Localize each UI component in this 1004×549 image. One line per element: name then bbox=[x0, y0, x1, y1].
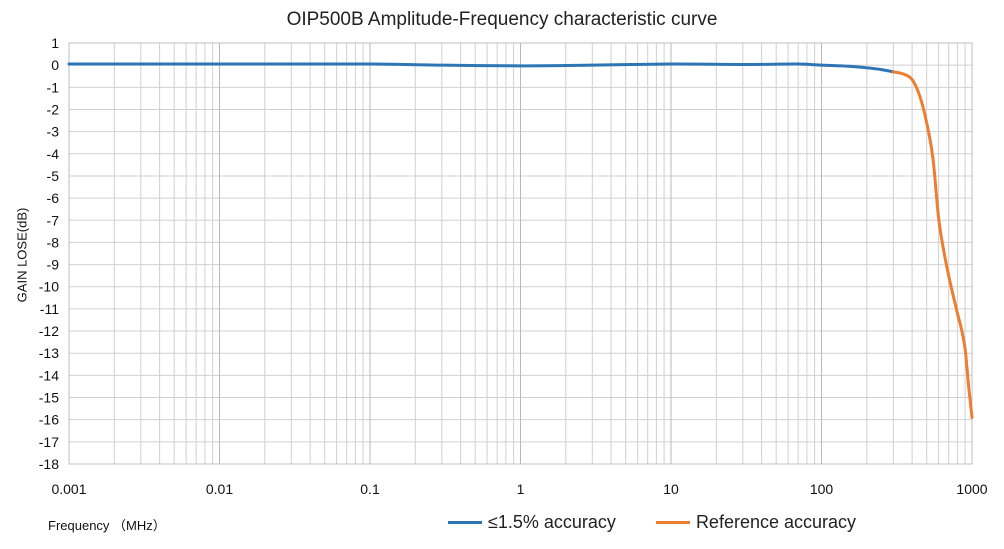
y-tick-label: -9 bbox=[47, 257, 60, 273]
x-tick-label: 10 bbox=[663, 481, 679, 497]
x-axis-label: Frequency （MHz） bbox=[48, 518, 166, 533]
y-tick-label: -5 bbox=[47, 168, 60, 184]
y-tick-label: -10 bbox=[39, 279, 59, 295]
x-tick-label: 0.001 bbox=[51, 481, 86, 497]
y-tick-label: -8 bbox=[47, 234, 60, 250]
y-tick-label: -1 bbox=[47, 79, 60, 95]
y-axis-label: GAIN LOSE(dB) bbox=[14, 207, 30, 303]
y-tick-label: -2 bbox=[47, 101, 60, 117]
legend: ≤1.5% accuracy Reference accuracy bbox=[448, 512, 896, 533]
y-tick-label: -18 bbox=[39, 456, 59, 472]
legend-label-series-1: ≤1.5% accuracy bbox=[488, 512, 616, 532]
x-tick-label: 0.1 bbox=[360, 481, 380, 497]
legend-item-series-1: ≤1.5% accuracy bbox=[448, 512, 616, 533]
x-tick-label: 100 bbox=[810, 481, 834, 497]
y-tick-label: -7 bbox=[47, 212, 60, 228]
y-tick-label: -17 bbox=[39, 434, 59, 450]
plot-frame bbox=[68, 42, 973, 465]
series-line-2 bbox=[891, 70, 974, 419]
y-tick-label: -11 bbox=[40, 301, 59, 317]
legend-swatch-series-1 bbox=[448, 521, 482, 524]
x-tick-label: 1000 bbox=[956, 481, 987, 497]
series-line-1 bbox=[67, 62, 895, 74]
y-tick-label: -15 bbox=[39, 390, 59, 406]
y-tick-label: 0 bbox=[51, 57, 59, 73]
y-tick-label: -13 bbox=[39, 345, 59, 361]
x-tick-label: 0.01 bbox=[206, 481, 233, 497]
y-tick-label: -12 bbox=[39, 323, 59, 339]
y-tick-label: 1 bbox=[51, 35, 59, 51]
y-tick-label: -4 bbox=[47, 146, 60, 162]
chart-title: OIP500B Amplitude-Frequency characterist… bbox=[286, 9, 718, 30]
y-tick-label: -14 bbox=[39, 367, 59, 383]
y-tick-label: -16 bbox=[39, 412, 59, 428]
legend-item-series-2: Reference accuracy bbox=[655, 512, 857, 533]
legend-swatch-series-2 bbox=[655, 521, 690, 524]
legend-label-series-2: Reference accuracy bbox=[695, 512, 857, 532]
y-tick-label: -6 bbox=[47, 190, 60, 206]
y-tick-label: -3 bbox=[47, 124, 60, 140]
x-tick-label: 1 bbox=[517, 481, 525, 497]
